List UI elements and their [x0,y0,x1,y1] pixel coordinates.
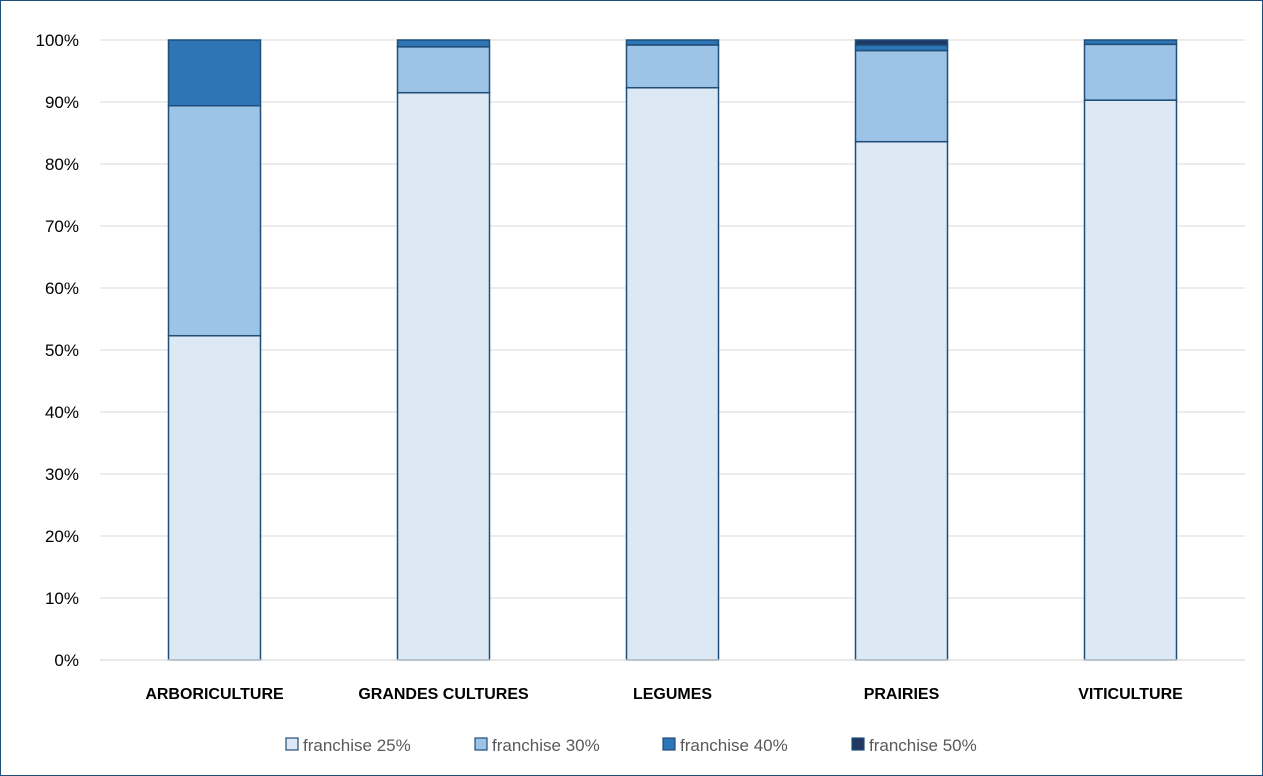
bar-segment [625,39,720,46]
bar-segment [854,39,949,46]
x-category-label: PRAIRIES [864,686,940,703]
y-tick-label: 60% [45,279,79,298]
legend-swatch [851,737,865,751]
x-category-label: ARBORICULTURE [145,686,284,703]
bar-segment [1083,39,1178,46]
bar-segment [1083,43,1178,101]
bar-segment [396,39,491,48]
y-tick-label: 10% [45,589,79,608]
bar-segment [854,44,949,52]
bar-segment [167,104,262,337]
legend-swatch [474,737,488,751]
bar-segment [1083,99,1178,661]
y-tick-label: 50% [45,341,79,360]
legend-label: franchise 50% [869,736,977,755]
bar-segment [167,39,262,107]
x-category-label: GRANDES CULTURES [358,686,529,703]
legend-swatch [285,737,299,751]
bar-segment [854,49,949,143]
y-tick-label: 70% [45,217,79,236]
bar-segment [396,46,491,94]
bar-segment [625,86,720,661]
x-category-label: VITICULTURE [1078,686,1183,703]
y-tick-label: 0% [54,651,79,670]
x-category-label: LEGUMES [633,686,712,703]
y-tick-label: 20% [45,527,79,546]
y-tick-label: 90% [45,93,79,112]
legend-label: franchise 30% [492,736,600,755]
y-tick-label: 40% [45,403,79,422]
y-tick-label: 80% [45,155,79,174]
y-tick-label: 30% [45,465,79,484]
legend-label: franchise 25% [303,736,411,755]
y-tick-label: 100% [36,31,79,50]
bar-segment [854,140,949,661]
bar-segment [396,91,491,661]
legend-label: franchise 40% [680,736,788,755]
legend-swatch [662,737,676,751]
bar-segment [167,334,262,661]
bar-segment [625,44,720,89]
